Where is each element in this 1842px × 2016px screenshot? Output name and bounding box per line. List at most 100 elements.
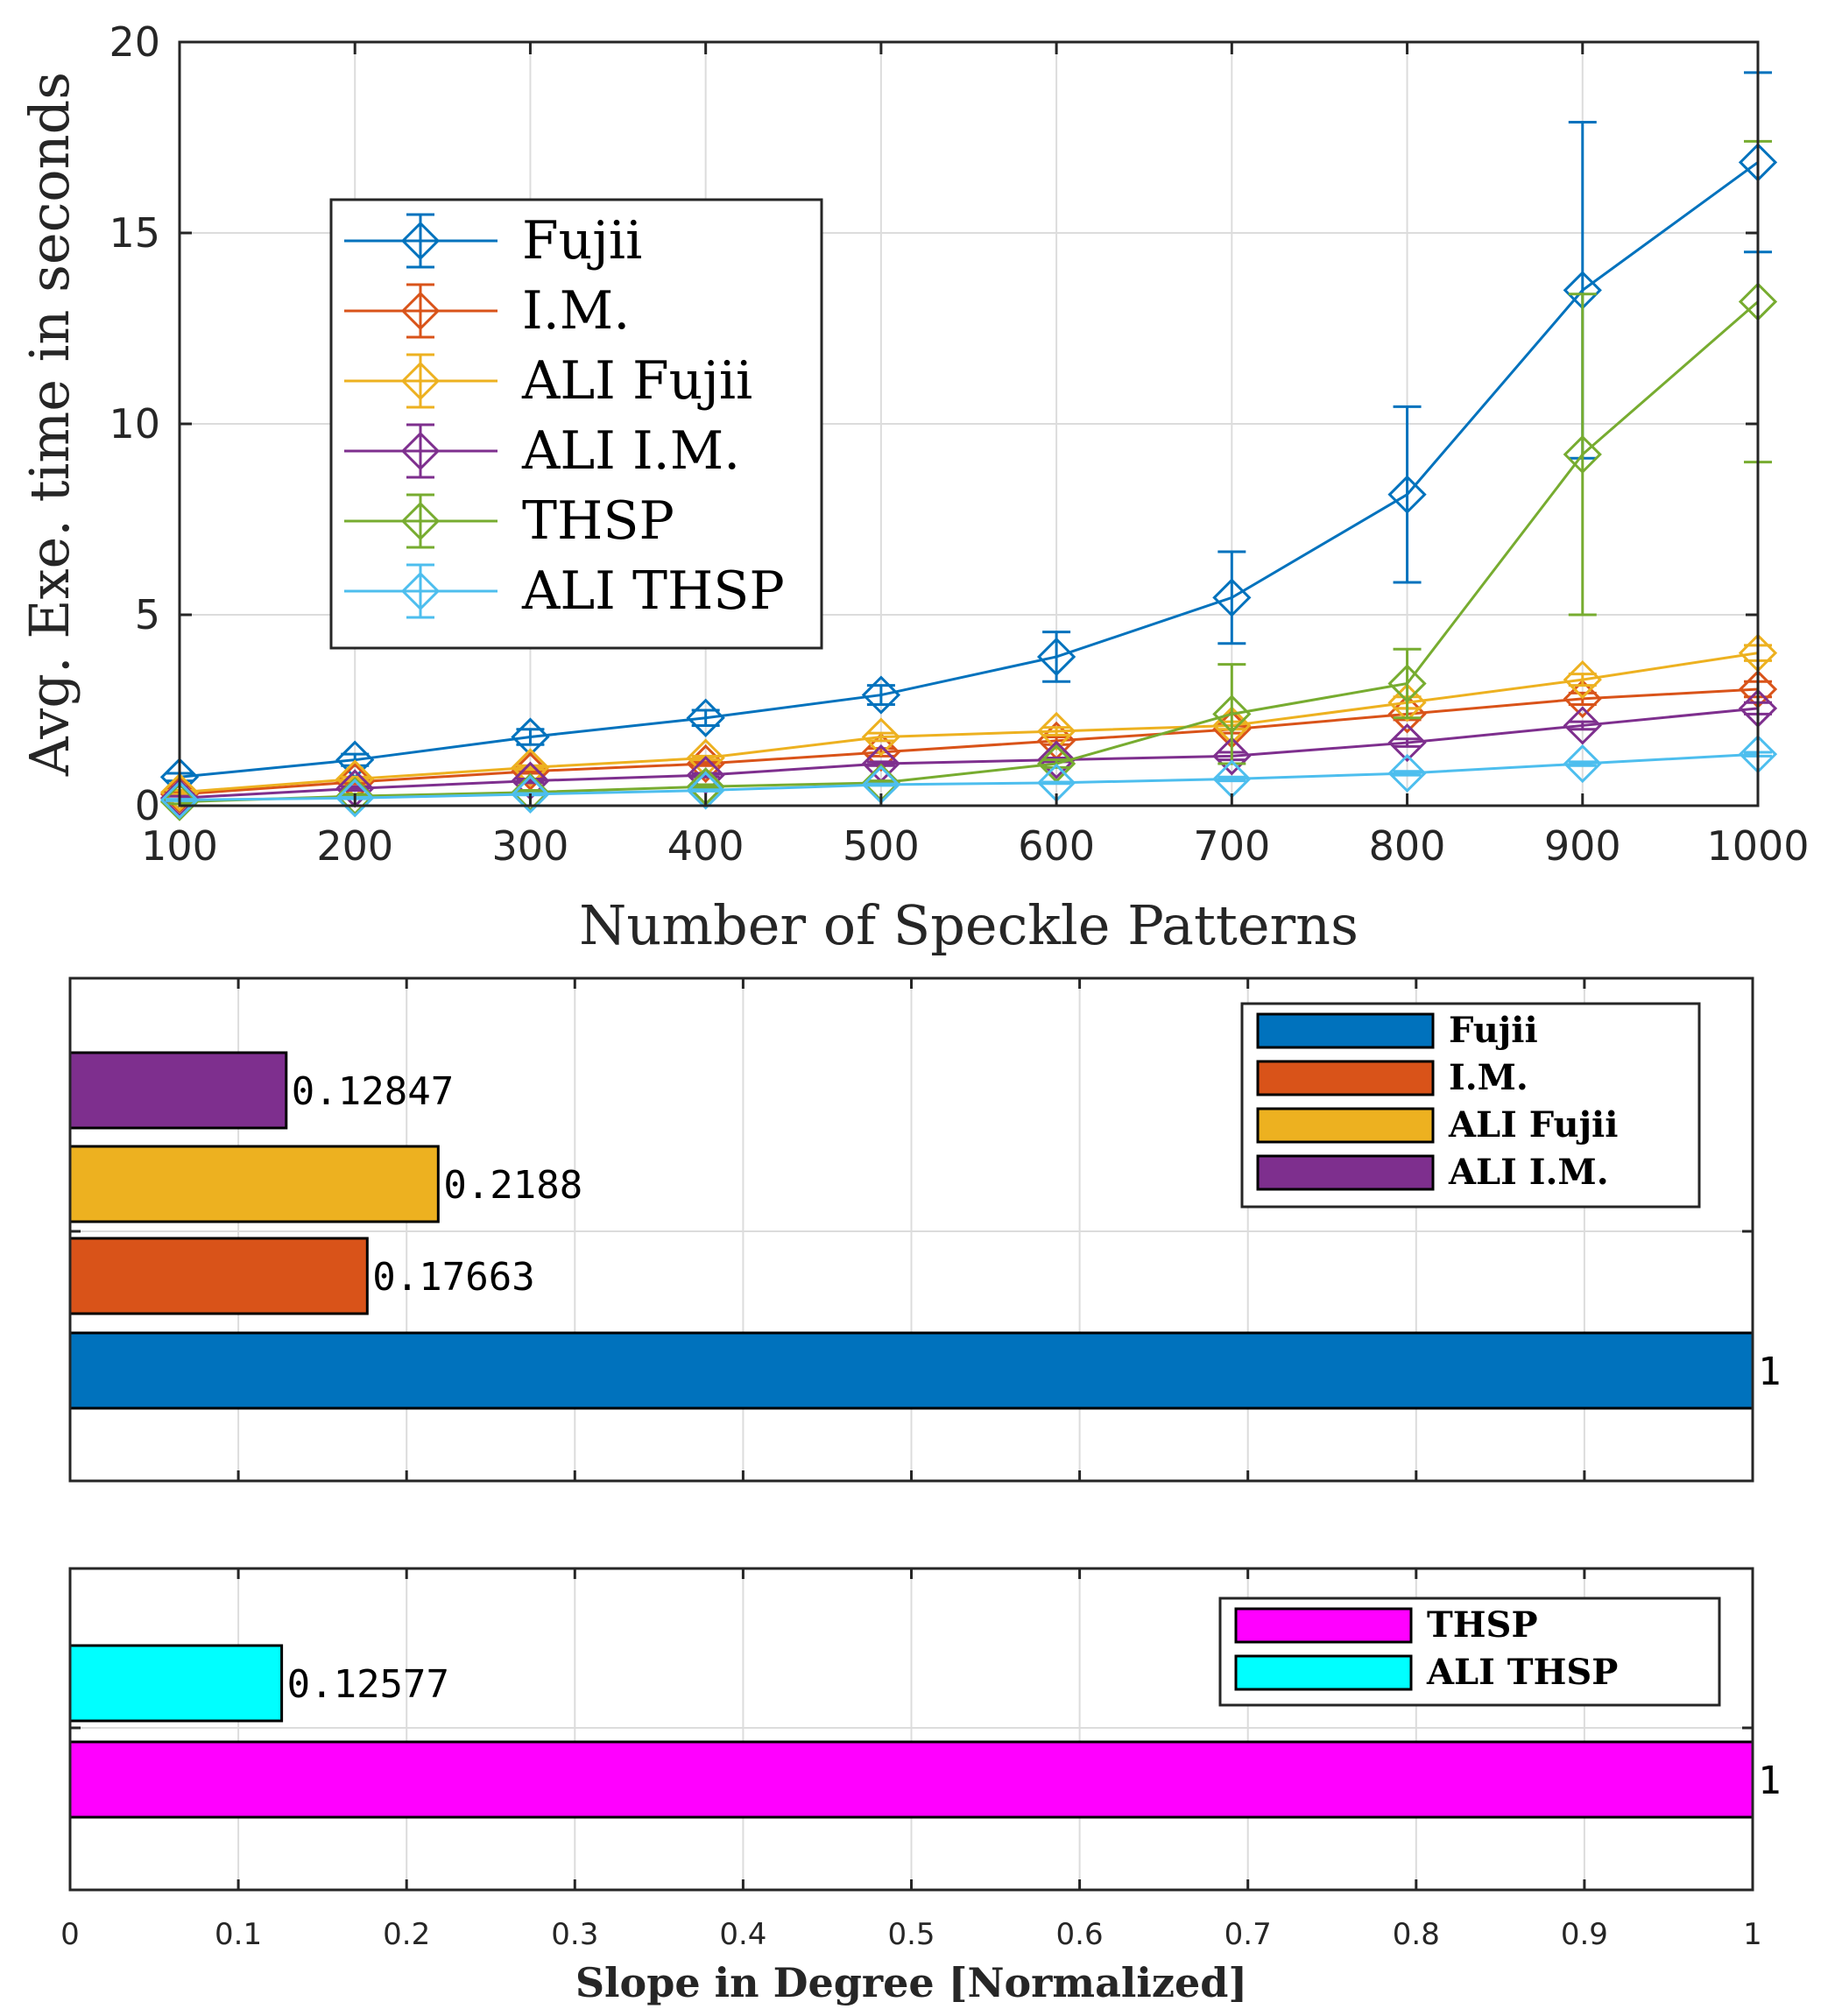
data-point — [1387, 475, 1427, 514]
x-tick-label: 900 — [1544, 822, 1621, 870]
data-point — [1563, 434, 1602, 475]
bar-value-label: 0.12577 — [287, 1662, 449, 1707]
data-point — [686, 771, 725, 810]
bar-i-m- — [68, 1237, 369, 1315]
x-tick-label: 0.7 — [1224, 1917, 1272, 1952]
data-point — [1036, 740, 1076, 779]
bar-fujii — [68, 1331, 1754, 1410]
x-tick-label: 100 — [141, 822, 218, 870]
x-tick-label: 400 — [667, 822, 745, 870]
x-tick-label: 500 — [843, 822, 920, 870]
x-axis-label: Slope in Degree [Normalized] — [575, 1959, 1247, 2006]
data-point — [1563, 659, 1602, 700]
legend-swatch — [1256, 1012, 1435, 1049]
legend-swatch — [1256, 1107, 1435, 1144]
data-point — [686, 755, 725, 795]
series-ali-thsp — [159, 735, 1778, 820]
legend-marker — [400, 501, 441, 541]
legend-swatch — [1234, 1654, 1413, 1691]
data-point — [511, 772, 550, 812]
legend-label: ALI Fujii — [1448, 1104, 1618, 1145]
bar-value-label: 0.2188 — [443, 1163, 582, 1208]
legend-label: THSP — [522, 490, 674, 552]
data-point — [686, 698, 725, 737]
bar-chart-top: 1 0.17663 0.2188 0.12847 Fujii I.M. ALI Fujii A… — [68, 976, 1782, 1483]
series-line — [179, 652, 1759, 794]
legend-swatch — [1234, 1607, 1413, 1644]
series-line — [179, 687, 1759, 796]
data-point — [1036, 711, 1076, 751]
legend: THSP ALI THSP — [1218, 1597, 1721, 1707]
data-point — [1563, 679, 1602, 719]
series-line — [179, 161, 1759, 779]
data-point — [1387, 753, 1427, 793]
x-tick-label: 0.3 — [551, 1917, 598, 1952]
x-tick-label: 700 — [1193, 822, 1270, 870]
bar-thsp — [68, 1740, 1754, 1819]
legend: Fujii I.M. ALI Fujii ALI I.M. — [1240, 1002, 1701, 1209]
y-tick-label: 5 — [135, 591, 160, 638]
data-point — [159, 779, 200, 818]
data-point — [159, 772, 200, 812]
x-tick-label: 0.4 — [719, 1917, 766, 1952]
data-point — [335, 779, 375, 818]
data-point — [159, 780, 200, 820]
data-point — [1387, 683, 1427, 723]
legend-swatch — [1256, 1154, 1435, 1191]
x-tick-label: 0.5 — [887, 1917, 935, 1952]
data-point — [511, 748, 550, 787]
x-tick-label: 0.1 — [215, 1917, 262, 1952]
data-point — [1563, 706, 1602, 745]
data-point — [1563, 744, 1602, 784]
y-tick-label: 20 — [109, 18, 160, 66]
x-tick-label: 200 — [316, 822, 393, 870]
data-point — [1212, 737, 1252, 776]
data-point — [861, 675, 901, 715]
series-line — [179, 707, 1759, 800]
legend-marker — [400, 361, 441, 401]
data-point — [511, 774, 550, 814]
legend-marker — [400, 431, 441, 471]
x-tick-label: 800 — [1369, 822, 1446, 870]
x-tick-label: 1000 — [1706, 822, 1809, 870]
legend-label: ALI Fujii — [521, 350, 752, 412]
x-tick-label: 1 — [1743, 1917, 1762, 1952]
line-chart: 100 200 300 400 500 600 700 800 900 1000 0 5 10 15 20 N… — [18, 18, 1810, 957]
legend-label: ALI I.M. — [1448, 1152, 1609, 1193]
legend-label: ALI I.M. — [521, 420, 740, 482]
legend-swatch — [1256, 1060, 1435, 1096]
bar-value-label: 1 — [1758, 1759, 1782, 1803]
data-point — [1212, 578, 1252, 617]
bar-chart-bottom: 1 0.12577 0 0.1 0.2 0.3 0.4 0.5 0.6 0.7 0.8 0.9 1 Slo… — [60, 1567, 1782, 2006]
x-tick-label: 0.6 — [1056, 1917, 1104, 1952]
legend-label: ALI THSP — [521, 560, 785, 622]
x-tick-label: 0 — [60, 1917, 80, 1952]
x-tick-label: 0.8 — [1393, 1917, 1440, 1952]
series-line — [179, 752, 1759, 801]
x-tick-label: 0.9 — [1561, 1917, 1608, 1952]
data-point — [1387, 664, 1427, 703]
data-point — [159, 782, 200, 821]
x-tick-label: 300 — [492, 822, 569, 870]
y-axis-label: Avg. Exe. time in seconds — [18, 72, 81, 777]
y-tick-label: 0 — [135, 782, 160, 829]
bar-value-label: 1 — [1758, 1350, 1782, 1394]
legend-label: ALI THSP — [1426, 1652, 1618, 1693]
y-tick-label: 10 — [109, 400, 160, 448]
data-point — [861, 732, 901, 772]
legend-label: Fujii — [1449, 1010, 1538, 1051]
data-point — [159, 774, 200, 814]
bar-value-label: 0.17663 — [372, 1255, 534, 1300]
series-line — [179, 300, 1759, 804]
data-point — [335, 776, 375, 816]
bar-ali-fujii — [68, 1145, 440, 1223]
legend-marker — [400, 571, 441, 611]
legend-label: I.M. — [1449, 1057, 1528, 1098]
x-tick-label: 600 — [1018, 822, 1095, 870]
data-point — [861, 717, 901, 757]
bar-ali-thsp — [68, 1644, 284, 1723]
legend-label: Fujii — [522, 210, 642, 271]
y-tick-label: 15 — [109, 209, 160, 257]
legend-label: I.M. — [522, 280, 630, 342]
